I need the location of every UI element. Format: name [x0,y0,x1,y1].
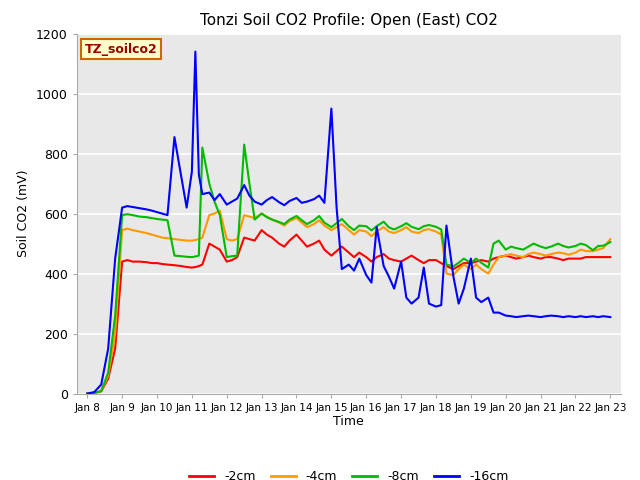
Text: TZ_soilco2: TZ_soilco2 [85,43,157,56]
Y-axis label: Soil CO2 (mV): Soil CO2 (mV) [17,170,30,257]
Title: Tonzi Soil CO2 Profile: Open (East) CO2: Tonzi Soil CO2 Profile: Open (East) CO2 [200,13,498,28]
X-axis label: Time: Time [333,415,364,429]
Legend: -2cm, -4cm, -8cm, -16cm: -2cm, -4cm, -8cm, -16cm [184,465,513,480]
